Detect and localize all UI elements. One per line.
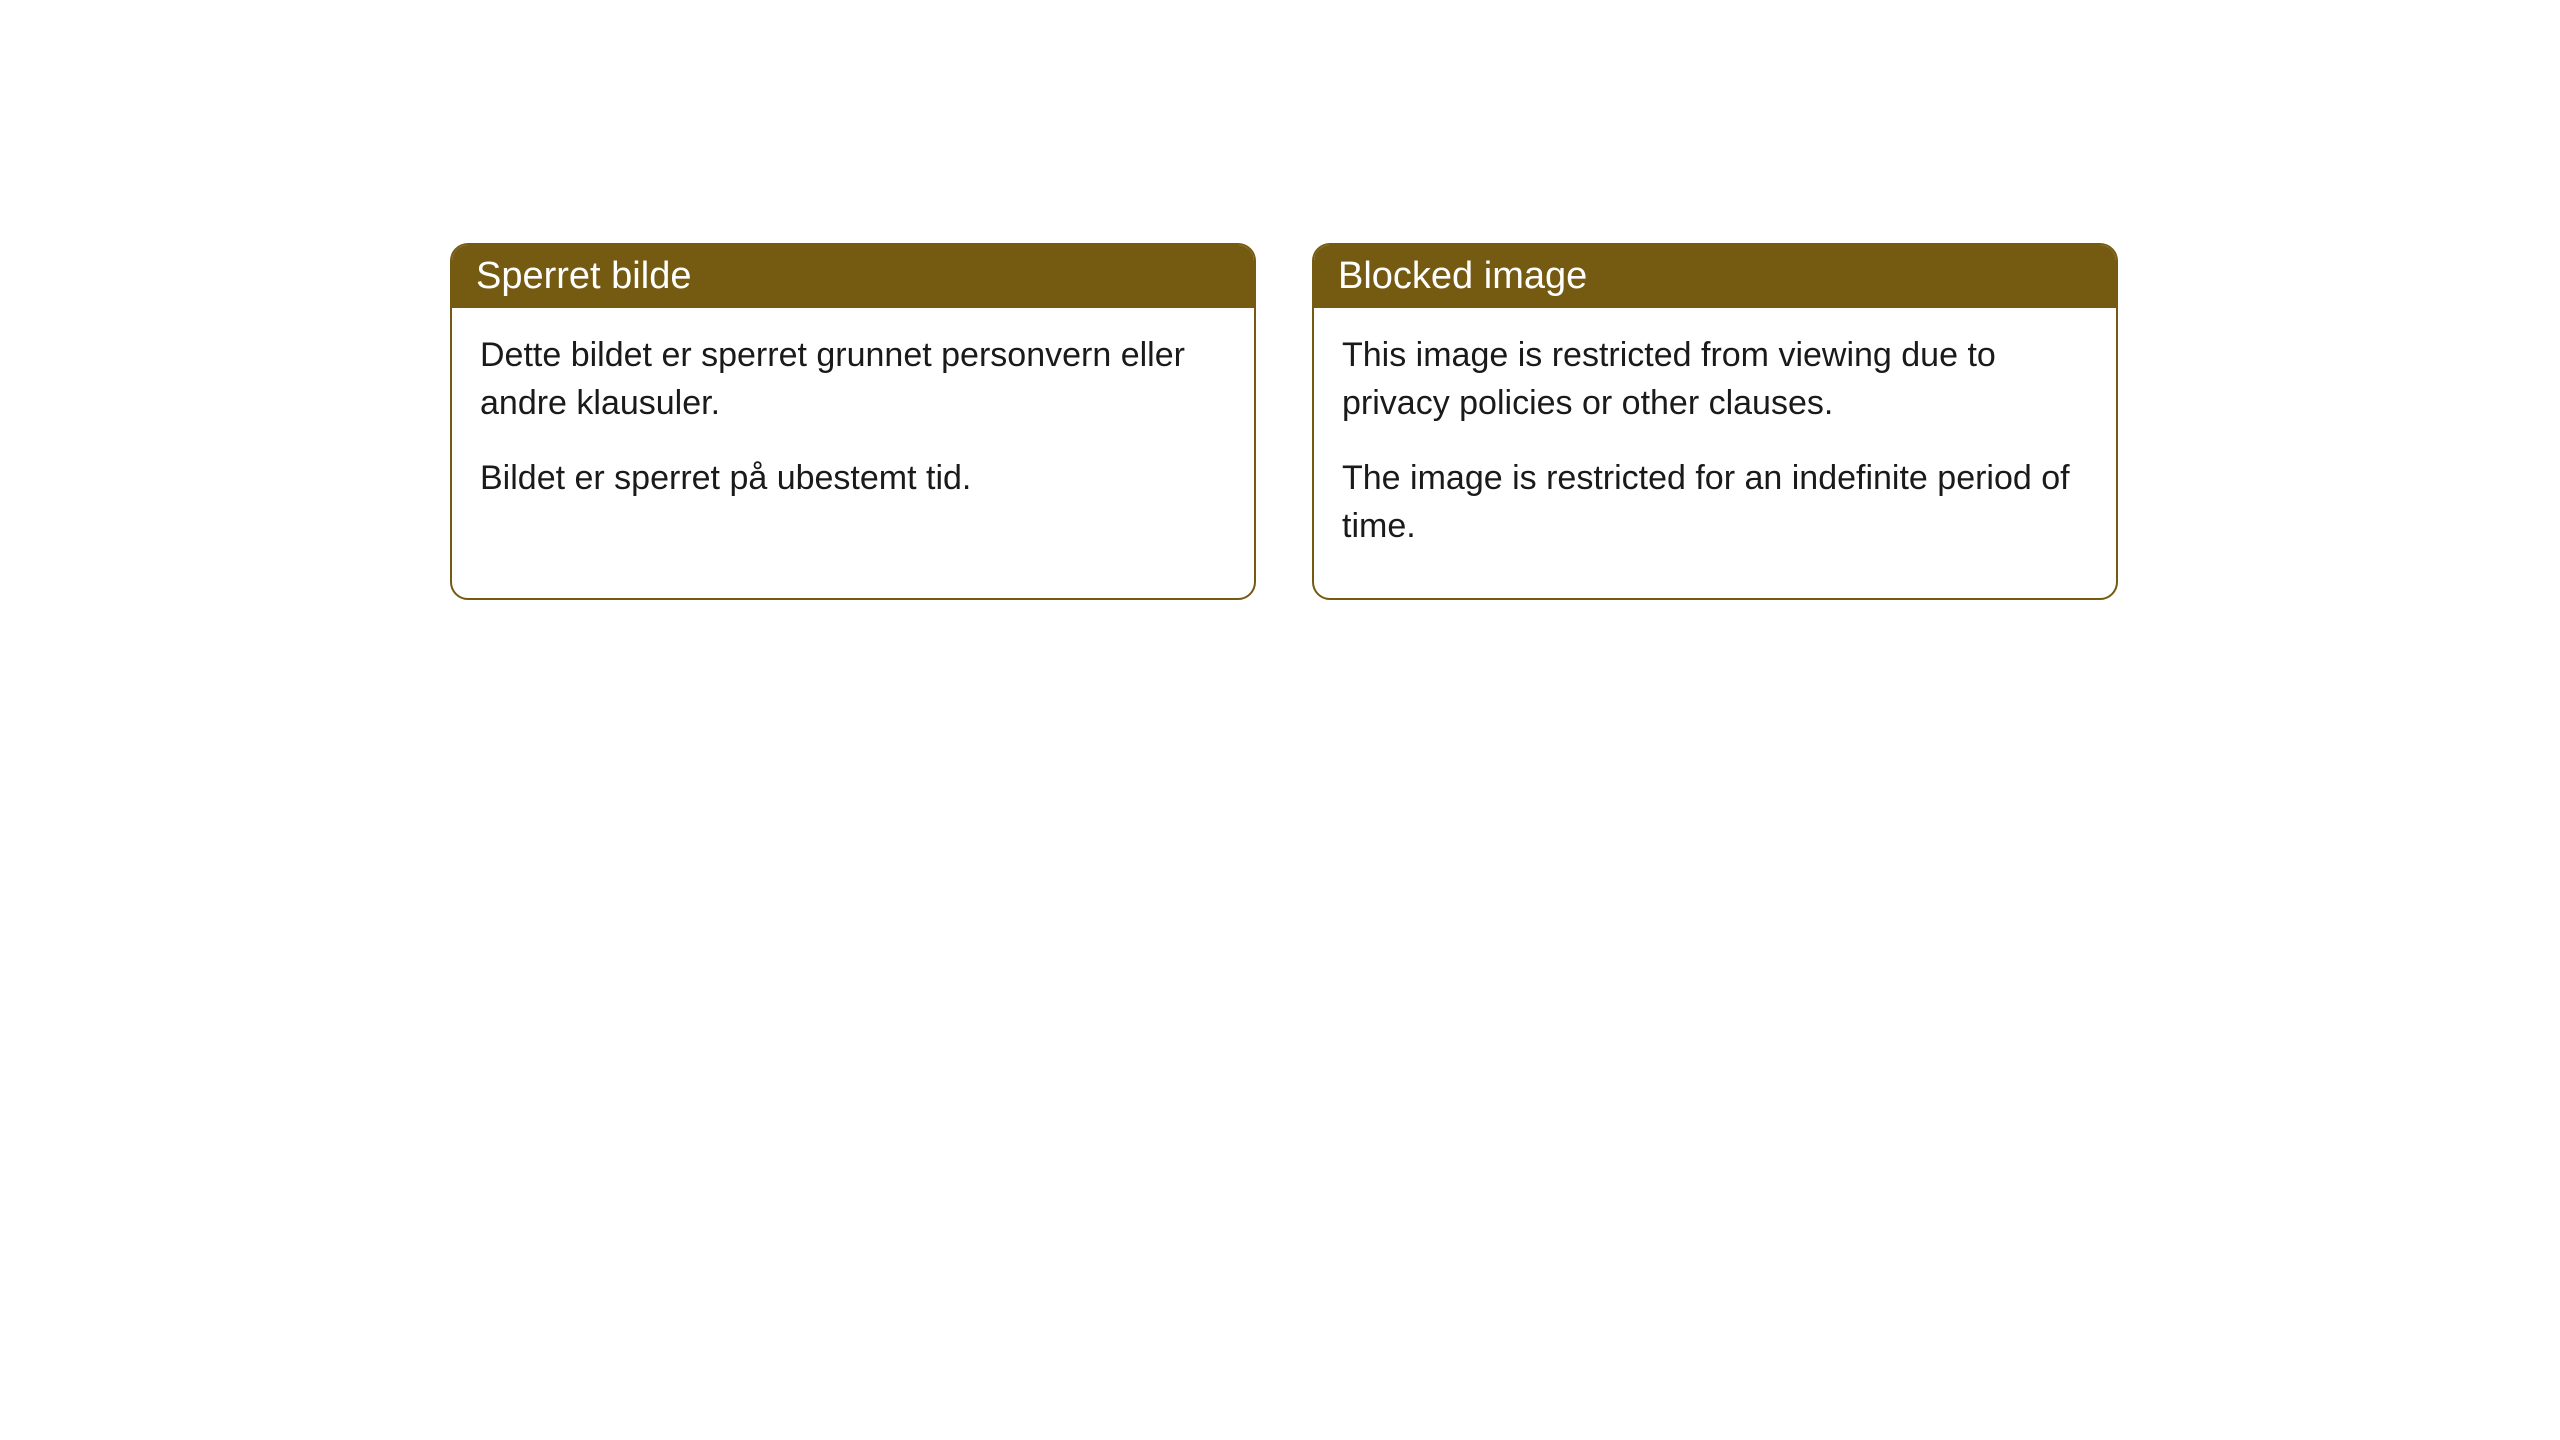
blocked-image-card-en: Blocked image This image is restricted f…	[1312, 243, 2118, 600]
blocked-image-card-no: Sperret bilde Dette bildet er sperret gr…	[450, 243, 1256, 600]
card-body-no: Dette bildet er sperret grunnet personve…	[452, 308, 1254, 551]
notice-container: Sperret bilde Dette bildet er sperret gr…	[450, 243, 2118, 600]
card-header-no: Sperret bilde	[452, 245, 1254, 308]
card-text-no-2: Bildet er sperret på ubestemt tid.	[480, 455, 1226, 503]
card-body-en: This image is restricted from viewing du…	[1314, 308, 2116, 598]
card-text-no-1: Dette bildet er sperret grunnet personve…	[480, 332, 1226, 427]
card-text-en-1: This image is restricted from viewing du…	[1342, 332, 2088, 427]
card-header-en: Blocked image	[1314, 245, 2116, 308]
card-text-en-2: The image is restricted for an indefinit…	[1342, 455, 2088, 550]
